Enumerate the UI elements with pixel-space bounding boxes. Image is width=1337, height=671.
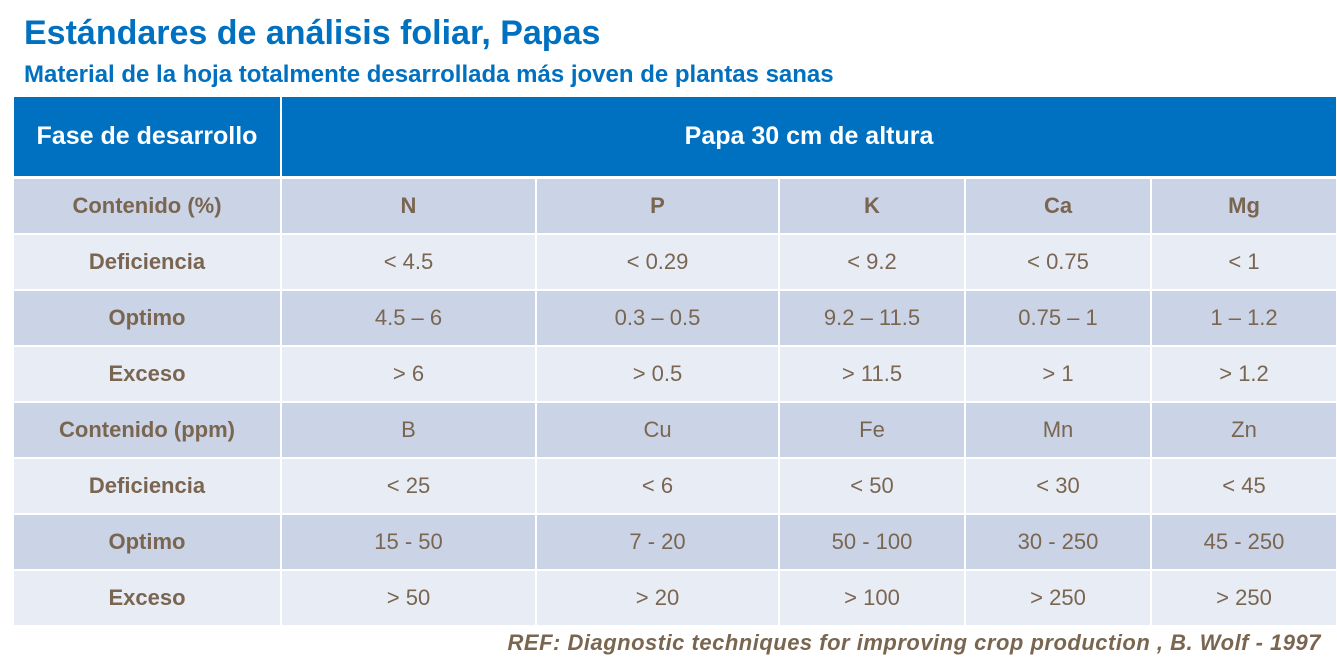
table-cell: > 0.5	[535, 345, 780, 403]
table-cell: < 0.75	[964, 233, 1152, 291]
table-cell: > 100	[778, 569, 966, 627]
table-cell: 0.3 – 0.5	[535, 289, 780, 347]
table-cell: B	[280, 401, 537, 459]
table-cell: P	[535, 176, 780, 235]
table-cell: Fe	[778, 401, 966, 459]
table-row: Optimo 4.5 – 6 0.3 – 0.5 9.2 – 11.5 0.75 – 1…	[12, 289, 1337, 347]
foliar-standards-table: Fase de desarrollo Papa 30 cm de altura …	[12, 95, 1337, 627]
table-row: Exceso > 6 > 0.5 > 11.5 > 1 > 1.2	[12, 345, 1337, 403]
table-cell: 45 - 250	[1149, 513, 1337, 571]
table-row: Deficiencia < 25 < 6 < 50 < 30 < 45	[12, 457, 1337, 515]
table-cell: 50 - 100	[778, 513, 966, 571]
table-cell: > 1	[964, 345, 1152, 403]
table-cell: > 11.5	[778, 345, 966, 403]
table-cell: < 6	[535, 457, 780, 515]
table-cell: < 9.2	[778, 233, 966, 291]
table-row: Deficiencia < 4.5 < 0.29 < 9.2 < 0.75 < 1	[12, 233, 1337, 291]
table-header-row: Fase de desarrollo Papa 30 cm de altura	[12, 95, 1337, 179]
table-row: Exceso > 50 > 20 > 100 > 250 > 250	[12, 569, 1337, 627]
table-cell: 15 - 50	[280, 513, 537, 571]
table-cell: N	[280, 176, 537, 235]
table-cell: < 45	[1149, 457, 1337, 515]
table-cell: > 6	[280, 345, 537, 403]
table-row: Optimo 15 - 50 7 - 20 50 - 100 30 - 250 45 - …	[12, 513, 1337, 571]
table-cell: > 1.2	[1149, 345, 1337, 403]
table-cell: Mn	[964, 401, 1152, 459]
stage-label-header: Fase de desarrollo	[12, 95, 282, 179]
stage-value-header: Papa 30 cm de altura	[279, 95, 1337, 179]
table-cell: > 250	[1149, 569, 1337, 627]
row-label: Contenido (ppm)	[12, 401, 282, 459]
row-label: Deficiencia	[12, 457, 282, 515]
table-cell: < 1	[1149, 233, 1337, 291]
row-label: Optimo	[12, 289, 282, 347]
table-cell: Ca	[964, 176, 1152, 235]
table-row: Contenido (ppm) B Cu Fe Mn Zn	[12, 401, 1337, 459]
table-cell: 1 – 1.2	[1149, 289, 1337, 347]
row-label: Exceso	[12, 345, 282, 403]
table-cell: 9.2 – 11.5	[778, 289, 966, 347]
table-cell: > 50	[280, 569, 537, 627]
table-cell: Cu	[535, 401, 780, 459]
row-label: Optimo	[12, 513, 282, 571]
table-row: Contenido (%) N P K Ca Mg	[12, 176, 1337, 235]
reference-note: REF: Diagnostic techniques for improving…	[507, 630, 1321, 655]
table-cell: K	[778, 176, 966, 235]
table-cell: 30 - 250	[964, 513, 1152, 571]
table-cell: < 30	[964, 457, 1152, 515]
table-cell: Mg	[1149, 176, 1337, 235]
table-cell: > 250	[964, 569, 1152, 627]
table-cell: Zn	[1149, 401, 1337, 459]
table-cell: < 4.5	[280, 233, 537, 291]
slide-title: Estándares de análisis foliar, Papas	[24, 14, 601, 52]
row-label: Contenido (%)	[12, 176, 282, 235]
table-cell: < 50	[778, 457, 966, 515]
table-cell: 7 - 20	[535, 513, 780, 571]
table-cell: > 20	[535, 569, 780, 627]
table-cell: < 0.29	[535, 233, 780, 291]
row-label: Deficiencia	[12, 233, 282, 291]
row-label: Exceso	[12, 569, 282, 627]
table-cell: 4.5 – 6	[280, 289, 537, 347]
slide-subtitle: Material de la hoja totalmente desarroll…	[24, 61, 834, 88]
table-cell: < 25	[280, 457, 537, 515]
table-cell: 0.75 – 1	[964, 289, 1152, 347]
